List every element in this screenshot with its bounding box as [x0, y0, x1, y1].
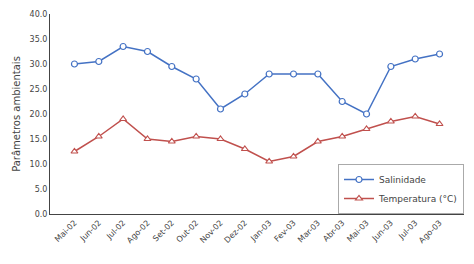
svg-text:40.0: 40.0 — [30, 10, 48, 19]
svg-text:30.0: 30.0 — [30, 60, 48, 69]
svg-text:35.0: 35.0 — [30, 35, 48, 44]
svg-text:Jul-03: Jul-03 — [396, 218, 419, 241]
svg-text:Jun-02: Jun-02 — [78, 218, 103, 243]
svg-text:Dez-02: Dez-02 — [223, 218, 249, 244]
svg-text:Set-02: Set-02 — [151, 218, 176, 243]
svg-text:Mar-03: Mar-03 — [296, 218, 322, 244]
svg-text:5.0: 5.0 — [35, 185, 48, 194]
svg-text:Salinidade: Salinidade — [379, 175, 426, 185]
svg-text:Fev-03: Fev-03 — [273, 218, 298, 243]
svg-text:Temperatura (°C): Temperatura (°C) — [378, 194, 457, 204]
svg-text:25.0: 25.0 — [30, 85, 48, 94]
svg-text:Abr-03: Abr-03 — [321, 218, 346, 243]
svg-text:Ago-03: Ago-03 — [417, 218, 444, 245]
svg-text:Jun-03: Jun-03 — [370, 218, 395, 243]
svg-text:15.0: 15.0 — [30, 135, 48, 144]
svg-text:Out-02: Out-02 — [175, 218, 201, 244]
svg-text:10.0: 10.0 — [30, 160, 48, 169]
svg-text:Parâmetros ambientais: Parâmetros ambientais — [11, 56, 22, 172]
svg-text:Jul-02: Jul-02 — [104, 218, 127, 241]
svg-text:Ago-02: Ago-02 — [125, 218, 152, 245]
svg-text:0.0: 0.0 — [35, 210, 48, 219]
svg-text:Jan-03: Jan-03 — [248, 218, 273, 243]
svg-text:20.0: 20.0 — [30, 110, 48, 119]
svg-text:Mai-02: Mai-02 — [53, 218, 79, 244]
svg-text:Mai-03: Mai-03 — [345, 218, 371, 244]
svg-text:Nov-02: Nov-02 — [198, 218, 224, 244]
